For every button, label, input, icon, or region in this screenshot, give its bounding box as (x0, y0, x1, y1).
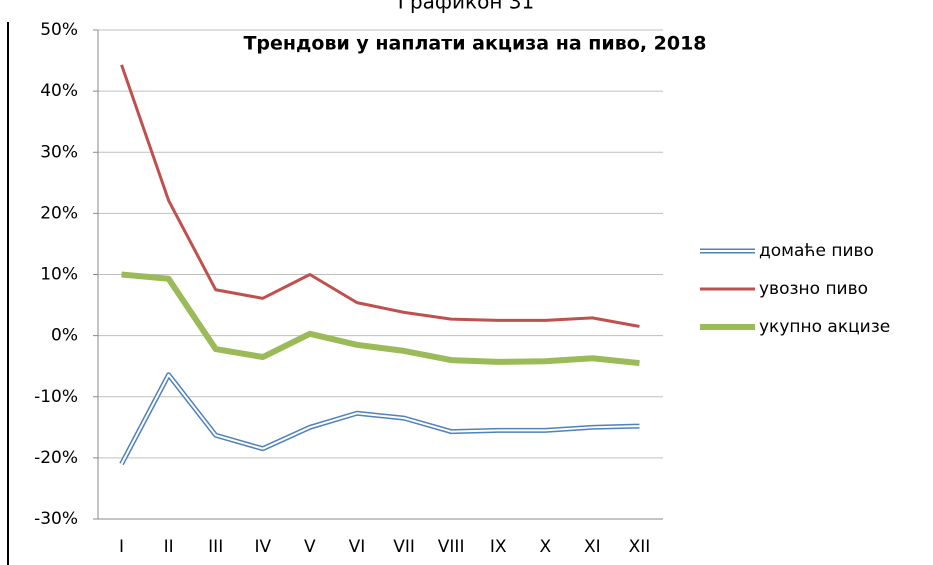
x-tick-label: XII (629, 537, 651, 557)
series-line (120, 64, 640, 328)
x-tick-label: III (208, 537, 223, 557)
y-tick-label: -30% (34, 509, 78, 529)
series-line (121, 271, 640, 367)
chart-title: Трендови у наплати акциза на пиво, 2018 (243, 33, 706, 55)
x-tick-label: VII (393, 537, 415, 557)
series-line (119, 372, 640, 466)
y-tick-label: -10% (34, 387, 78, 407)
x-tick-label: IX (490, 537, 507, 557)
x-tick-label: XI (584, 537, 601, 557)
y-tick-label: 30% (40, 142, 78, 162)
x-tick-label: X (539, 537, 551, 557)
y-tick-label: 10% (40, 265, 78, 285)
legend-label: укупно акцизе (759, 317, 890, 337)
x-tick-label: II (164, 537, 174, 557)
x-tick-label: VIII (438, 537, 465, 557)
y-tick-label: 0% (51, 326, 78, 346)
x-tick-label: I (119, 537, 124, 557)
caption: Графикон 31 (398, 0, 534, 14)
x-tick-label: IV (254, 537, 271, 557)
legend-label: увозно пиво (759, 279, 868, 299)
y-tick-label: 50% (40, 20, 78, 40)
x-tick-label: VI (349, 537, 366, 557)
series-line-inner (120, 373, 640, 465)
y-tick-label: -20% (34, 448, 78, 468)
x-tick-label: V (304, 537, 316, 557)
y-tick-label: 20% (40, 203, 78, 223)
legend-label: домаће пиво (759, 241, 874, 261)
y-tick-label: 40% (40, 81, 78, 101)
